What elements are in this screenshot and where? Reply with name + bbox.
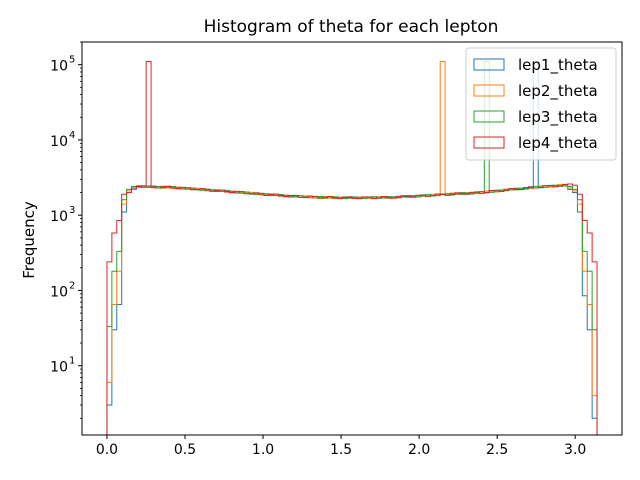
legend: lep1_theta lep2_theta lep3_theta lep4_theta xyxy=(465,47,617,161)
y-tick-exponent: 2 xyxy=(69,280,75,291)
y-tick-label: 10 xyxy=(50,360,68,376)
legend-swatch-lep1-theta xyxy=(473,58,505,71)
x-tick-label: 0.5 xyxy=(174,442,196,458)
y-tick-label: 10 xyxy=(50,59,68,75)
legend-swatch-lep2-theta xyxy=(473,84,505,97)
legend-label-lep2-theta: lep2_theta xyxy=(518,82,598,101)
chart-title: Histogram of theta for each lepton xyxy=(204,17,499,37)
x-tick-label: 3.0 xyxy=(564,442,586,458)
series-lep4-theta xyxy=(106,61,598,435)
y-tick-label: 10 xyxy=(50,209,68,225)
x-tick-label: 1.5 xyxy=(330,442,352,458)
x-axis-ticks: 0.0 0.5 1.0 1.5 2.0 2.5 3.0 xyxy=(96,435,586,458)
y-axis-label: Frequency xyxy=(20,201,38,279)
y-tick-exponent: 5 xyxy=(69,55,75,66)
legend-box xyxy=(465,47,617,161)
y-tick-exponent: 1 xyxy=(69,356,75,367)
legend-swatch-lep4-theta xyxy=(473,136,505,149)
plot-frame xyxy=(81,41,623,436)
x-tick-label: 2.5 xyxy=(486,442,508,458)
x-tick-label: 0.0 xyxy=(96,442,118,458)
y-tick-label: 10 xyxy=(50,284,68,300)
y-tick-exponent: 3 xyxy=(69,205,75,216)
legend-label-lep3-theta: lep3_theta xyxy=(518,108,598,127)
y-tick-label: 10 xyxy=(50,134,68,150)
x-tick-label: 1.0 xyxy=(252,442,274,458)
y-tick-exponent: 4 xyxy=(69,130,75,141)
legend-swatch-lep3-theta xyxy=(473,110,505,123)
legend-label-lep1-theta: lep1_theta xyxy=(518,56,598,75)
legend-label-lep4-theta: lep4_theta xyxy=(518,134,598,153)
series-layer xyxy=(106,61,598,435)
x-tick-label: 2.0 xyxy=(408,442,430,458)
